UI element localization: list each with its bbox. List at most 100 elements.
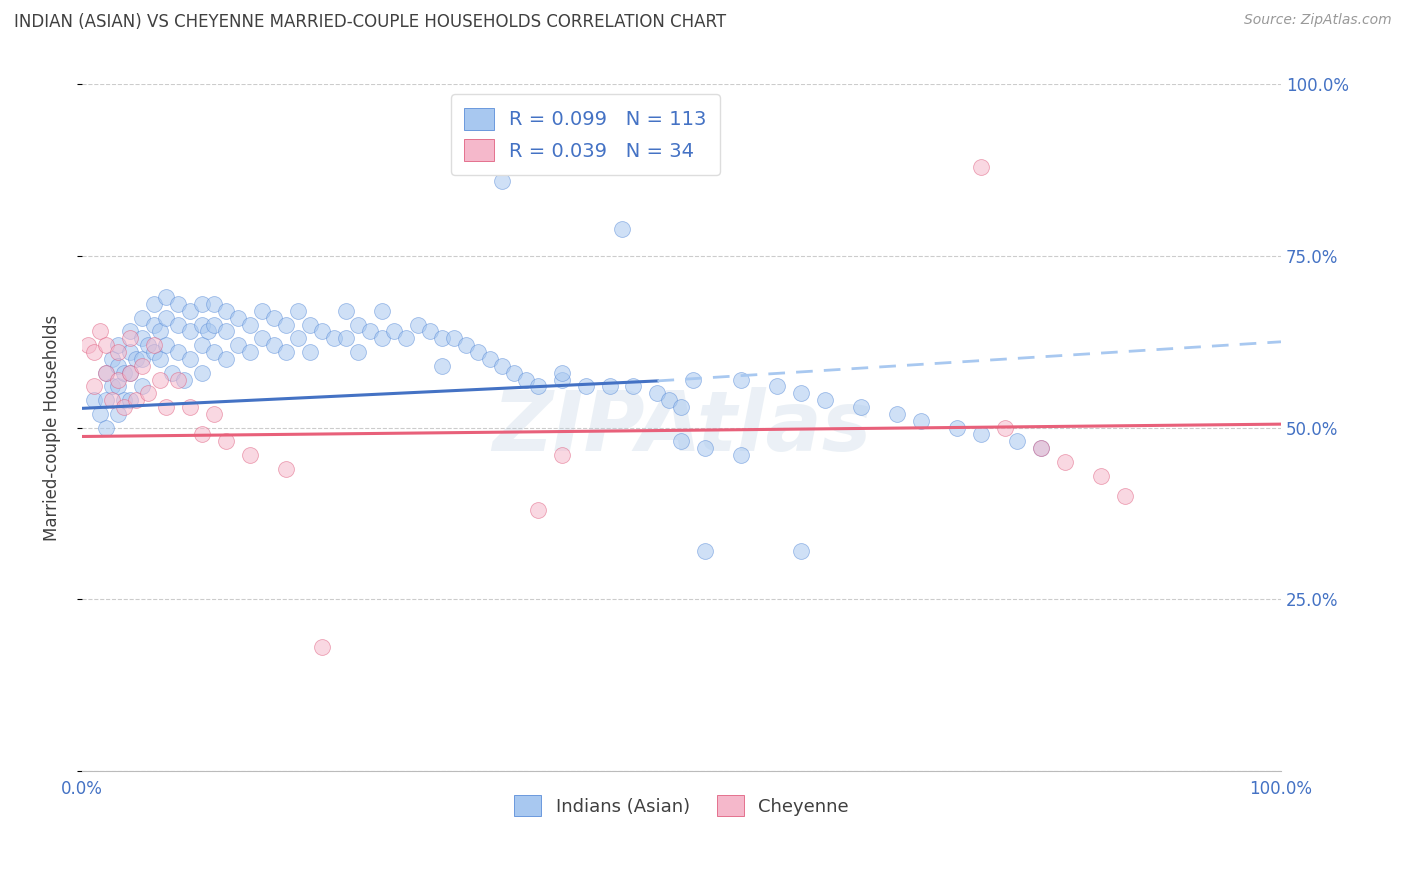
Point [491, 173, 513, 187]
Point [107, 359, 129, 373]
Point [136, 386, 159, 401]
Point [359, 325, 381, 339]
Point [335, 304, 357, 318]
Point [1054, 455, 1077, 469]
Point [202, 407, 225, 421]
Point [202, 297, 225, 311]
Point [946, 420, 969, 434]
Point [107, 338, 129, 352]
Point [191, 427, 214, 442]
Point [550, 448, 572, 462]
Point [94, 366, 117, 380]
Point [298, 318, 321, 332]
Point [298, 345, 321, 359]
Point [766, 379, 789, 393]
Point [131, 351, 153, 366]
Point [610, 221, 633, 235]
Point [107, 372, 129, 386]
Point [83, 345, 105, 359]
Point [671, 400, 693, 414]
Point [155, 310, 177, 325]
Point [125, 351, 148, 366]
Legend: Indians (Asian), Cheyenne: Indians (Asian), Cheyenne [506, 789, 856, 823]
Point [107, 407, 129, 421]
Point [311, 640, 333, 655]
Point [695, 441, 717, 455]
Point [886, 407, 908, 421]
Point [131, 359, 153, 373]
Point [191, 297, 214, 311]
Point [89, 325, 111, 339]
Point [94, 420, 117, 434]
Point [142, 338, 165, 352]
Y-axis label: Married-couple Households: Married-couple Households [44, 315, 60, 541]
Point [454, 338, 477, 352]
Point [77, 338, 100, 352]
Point [695, 544, 717, 558]
Point [107, 379, 129, 393]
Point [118, 325, 141, 339]
Point [167, 372, 190, 386]
Point [136, 338, 159, 352]
Point [502, 366, 524, 380]
Point [910, 414, 932, 428]
Point [790, 386, 813, 401]
Point [215, 325, 238, 339]
Point [239, 448, 262, 462]
Point [142, 297, 165, 311]
Point [226, 310, 249, 325]
Point [215, 304, 238, 318]
Point [574, 379, 596, 393]
Point [94, 338, 117, 352]
Point [94, 393, 117, 408]
Text: Source: ZipAtlas.com: Source: ZipAtlas.com [1244, 13, 1392, 28]
Point [118, 366, 141, 380]
Point [274, 318, 297, 332]
Point [118, 331, 141, 345]
Point [1090, 468, 1112, 483]
Point [149, 372, 172, 386]
Point [239, 345, 262, 359]
Point [851, 400, 873, 414]
Point [526, 379, 548, 393]
Point [112, 366, 135, 380]
Point [155, 338, 177, 352]
Point [191, 318, 214, 332]
Point [107, 345, 129, 359]
Point [149, 351, 172, 366]
Text: INDIAN (ASIAN) VS CHEYENNE MARRIED-COUPLE HOUSEHOLDS CORRELATION CHART: INDIAN (ASIAN) VS CHEYENNE MARRIED-COUPL… [14, 13, 725, 31]
Point [179, 400, 201, 414]
Point [658, 393, 681, 408]
Point [970, 427, 993, 442]
Point [1005, 434, 1028, 449]
Point [83, 393, 105, 408]
Point [1114, 489, 1136, 503]
Point [155, 290, 177, 304]
Point [101, 393, 124, 408]
Point [167, 318, 190, 332]
Point [550, 366, 572, 380]
Point [167, 345, 190, 359]
Point [814, 393, 837, 408]
Point [994, 420, 1017, 434]
Point [215, 351, 238, 366]
Point [599, 379, 621, 393]
Point [179, 325, 201, 339]
Point [215, 434, 238, 449]
Point [443, 331, 465, 345]
Point [491, 359, 513, 373]
Point [478, 351, 501, 366]
Point [94, 366, 117, 380]
Point [515, 372, 537, 386]
Point [467, 345, 489, 359]
Point [167, 297, 190, 311]
Point [202, 318, 225, 332]
Text: ZIPAtlas: ZIPAtlas [492, 387, 872, 468]
Point [118, 366, 141, 380]
Point [131, 310, 153, 325]
Point [370, 331, 392, 345]
Point [125, 393, 148, 408]
Point [202, 345, 225, 359]
Point [83, 379, 105, 393]
Point [112, 393, 135, 408]
